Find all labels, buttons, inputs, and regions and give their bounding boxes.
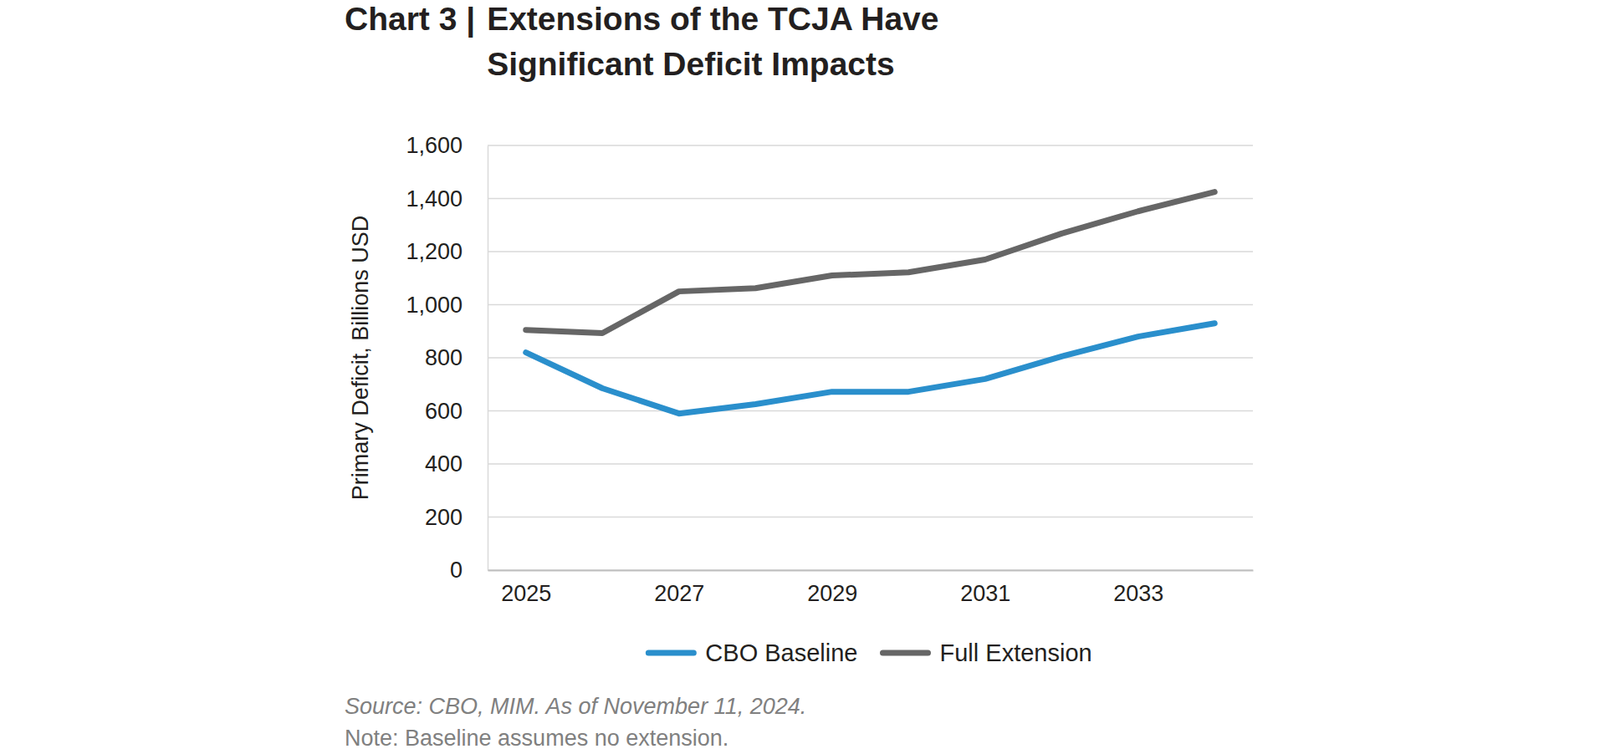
grid-line [487,569,1253,572]
grid-line [487,144,1253,147]
legend-item: CBO Baseline [648,639,858,667]
x-tick-label: 2027 [654,581,705,607]
title-prefix: Chart 3 | [344,0,476,38]
y-axis-line [487,146,490,572]
series-line [526,323,1216,415]
y-axis-title: Primary Deficit, Billions USD [347,215,374,501]
y-tick: 1,000 [405,292,488,318]
x-tick: 2025 [500,570,552,607]
grid-line [487,516,1253,519]
note: Note: Baseline assumes no extension. [344,725,729,749]
y-tick: 1,400 [405,186,488,212]
x-axis-line [488,570,1254,573]
grid-line [487,463,1253,466]
y-tick: 1,600 [405,132,488,159]
y-tick-label: 1,200 [405,239,463,265]
y-tick: 0 [449,557,488,583]
y-tick: 600 [424,398,488,425]
y-tick-label: 600 [424,398,463,425]
x-tick: 2029 [807,570,858,607]
title: Chart 3 | Extensions of the TCJA Have Sign… [344,0,939,82]
grid-line [487,304,1253,307]
series-line [526,192,1216,334]
grid-line [487,250,1253,253]
legend-swatch [648,650,694,657]
x-tick: 2027 [654,570,705,607]
source: Source: CBO, MIM. As of November 11, 202… [344,694,807,720]
lines [526,192,1216,415]
y-axis: 0 200 400 600 800 1,000 1,200 1,400 1,600 [405,132,488,583]
grid-line [487,357,1253,359]
y-tick-label: 800 [424,345,463,371]
y-tick-label: 400 [424,451,463,477]
x-axis: 2025 2027 2029 2031 2033 [488,570,1254,607]
x-tick: 2031 [960,570,1011,607]
grid-line [487,410,1253,413]
x-tick-label: 2033 [1113,581,1164,607]
legend-label: CBO Baseline [705,639,858,667]
legend-swatch [883,650,929,657]
legend-label: Full Extension [940,639,1093,667]
chart: Chart 3 | Extensions of the TCJA Have Sign… [0,0,1600,749]
y-tick: 200 [424,505,488,531]
x-tick-label: 2031 [960,581,1011,607]
x-tick-label: 2029 [807,581,858,607]
y-tick-label: 0 [449,557,463,583]
y-tick-label: 1,600 [405,132,463,159]
grid [487,145,1253,571]
title-line: Significant Deficit Impacts [486,46,895,82]
y-tick-label: 1,400 [405,186,463,212]
x-tick-label: 2025 [500,581,552,607]
legend: CBO Baseline Full Extension [648,639,1092,667]
y-tick: 800 [424,345,488,371]
title-line: Extensions of the TCJA Have [486,0,939,37]
x-tick: 2033 [1113,570,1164,607]
y-tick: 1,200 [405,239,488,265]
y-tick-label: 1,000 [405,292,463,318]
y-tick-label: 200 [424,505,463,531]
legend-item: Full Extension [883,639,1093,667]
grid-line [487,198,1253,200]
y-tick: 400 [424,451,488,477]
